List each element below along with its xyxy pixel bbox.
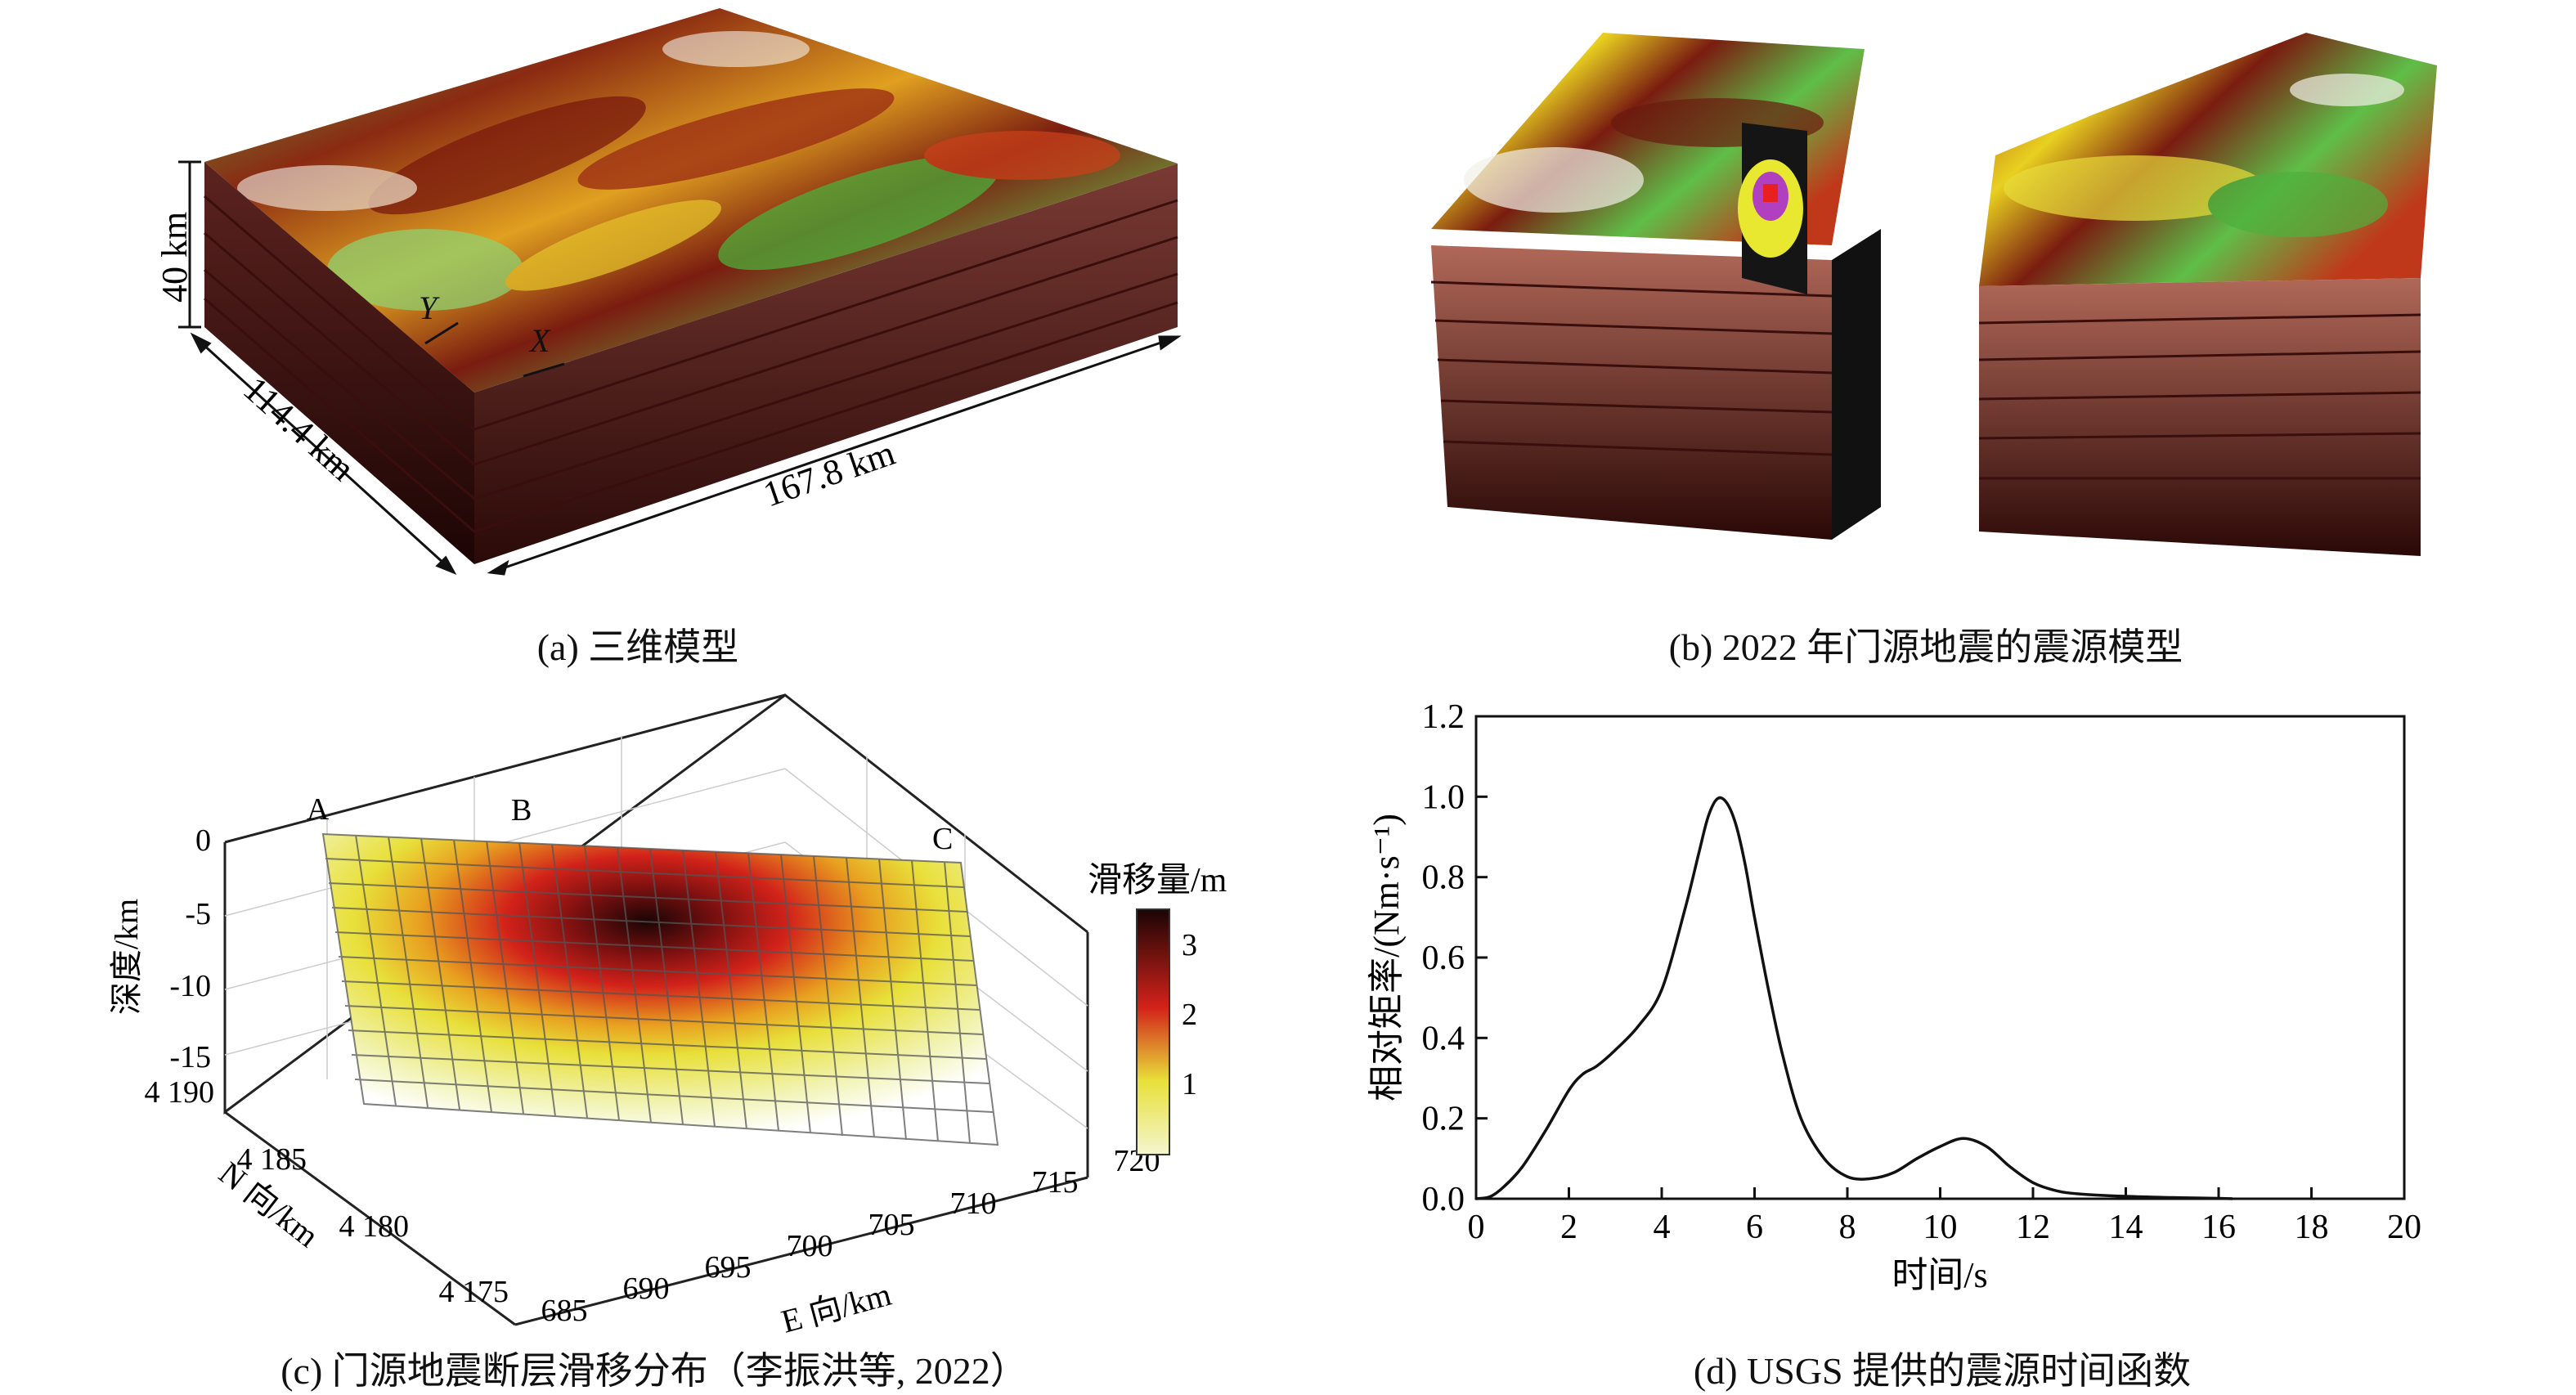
x-tick-label: 4: [1654, 1209, 1671, 1246]
x-ticks: 0 2 4 6 8 10 12 14 16 18 20: [1468, 1187, 2421, 1246]
cut-wall: [1832, 229, 1881, 540]
series-line: [1475, 796, 2233, 1200]
right-block-top: [1979, 33, 2437, 286]
slip-patch-red: [1763, 184, 1778, 202]
x-axis-label: 时间/s: [1892, 1255, 1987, 1295]
layer-lines: [204, 195, 1178, 533]
layer-lines-b: [1430, 280, 2421, 480]
y-tick-label: 1.0: [1422, 778, 1465, 816]
x-tick-label: 16: [2201, 1209, 2236, 1246]
point-c-label: C: [932, 822, 953, 856]
colorbar-title: 滑移量/m: [1088, 862, 1227, 899]
e-axis: 685 690 695 700 705 710 715 720: [541, 1144, 1160, 1328]
x-tick-label: 12: [2016, 1209, 2050, 1246]
dim-depth-label: 40 km: [155, 212, 195, 303]
point-b-label: B: [511, 793, 532, 828]
x-tick-label: 14: [2109, 1209, 2143, 1246]
e-tick: 685: [541, 1294, 588, 1328]
e-tick: 690: [623, 1272, 670, 1306]
x-tick-label: 0: [1468, 1209, 1485, 1246]
panel-b: (b) 2022 年门源地震的震源模型: [1276, 0, 2576, 671]
fault-plane-surface: [323, 834, 998, 1145]
y-tick-label: 1.2: [1422, 698, 1465, 736]
y-tick-label: 0.4: [1422, 1020, 1465, 1057]
model-front-face: [474, 164, 1178, 564]
local-axes: [424, 321, 565, 378]
colorbar-tick: 3: [1182, 928, 1197, 962]
x-tick-label: 20: [2387, 1209, 2421, 1246]
axis-x-label: X: [528, 322, 551, 359]
z-tick: 0: [195, 823, 211, 858]
e-axis-label: E 向/km: [778, 1276, 895, 1340]
terrain-texture: [237, 31, 1120, 311]
e-tick: 700: [787, 1229, 833, 1263]
y-tick-label: 0.0: [1422, 1181, 1465, 1218]
dimension-lines: [178, 160, 1182, 576]
n-axis: 4 190 4 185 4 180 4 175: [145, 1075, 509, 1309]
y-tick-label: 0.2: [1422, 1101, 1465, 1138]
n-tick: 4 190: [145, 1075, 215, 1110]
panel-a: 40 km 114.4 km 167.8 km Y X (a) 三维模型: [0, 0, 1276, 671]
panel-d: 0.0 0.2 0.4 0.6 0.8 1.0 1.2 0 2 4 6 8 10 12 14 16 18 20 …: [1308, 687, 2576, 1393]
z-tick: -5: [185, 897, 211, 931]
n-tick: 4 180: [339, 1209, 410, 1244]
colorbar-ticks: 3 2 1: [1182, 928, 1197, 1101]
panel-b-caption: (b) 2022 年门源地震的震源模型: [1668, 626, 2183, 668]
left-block-front: [1431, 245, 1832, 540]
colorbar-tick: 2: [1182, 998, 1197, 1032]
x-tick-label: 6: [1746, 1209, 1763, 1246]
model-left-face: [204, 162, 474, 564]
point-a-label: A: [307, 792, 330, 827]
axes-box: [223, 693, 1089, 1326]
panel-d-chart: 0.00.20.40.60.81.01.2 0 2 4 6 8 10 12 14 16 18 20 …: [1367, 698, 2421, 1295]
y-ticks: 0.0 0.2 0.4 0.6 0.8 1.0 1.2: [1422, 698, 1488, 1218]
y-tick-label: 0.6: [1422, 940, 1465, 977]
panel-d-caption: (d) USGS 提供的震源时间函数: [1693, 1350, 2192, 1392]
e-tick: 710: [950, 1186, 997, 1221]
z-tick: -15: [169, 1040, 211, 1074]
panel-c: A B C 0 -5 -10 -15 深度/km 4 190 4 185 4 1…: [0, 687, 1308, 1393]
n-tick: 4 175: [439, 1275, 509, 1309]
terrain-texture-b: [1464, 74, 2404, 237]
panel-a-caption: (a) 三维模型: [536, 626, 739, 668]
e-tick: 705: [868, 1208, 915, 1242]
panel-c-caption: (c) 门源地震断层滑移分布（李振洪等, 2022）: [280, 1350, 1028, 1392]
x-tick-label: 10: [1923, 1209, 1958, 1246]
panel-c-slip-plot: A B C 0 -5 -10 -15 深度/km 4 190 4 185 4 1…: [108, 693, 1227, 1340]
right-block-front: [1979, 278, 2421, 556]
y-axis-label: 相对矩率/(Nm·s⁻¹): [1367, 814, 1407, 1101]
z-tick: -10: [169, 969, 211, 1003]
z-axis: 0 -5 -10 -15: [169, 823, 211, 1074]
plot-frame: [1474, 715, 2406, 1200]
y-tick-label: 0.8: [1422, 859, 1465, 897]
e-tick: 695: [705, 1250, 752, 1285]
panel-a-3d-model: 40 km 114.4 km 167.8 km Y X: [155, 8, 1182, 576]
z-axis-label: 深度/km: [108, 899, 145, 1015]
colorbar: [1136, 908, 1170, 1155]
fault-mesh: [321, 832, 999, 1146]
e-tick: 715: [1032, 1165, 1079, 1200]
x-tick-label: 2: [1560, 1209, 1577, 1246]
x-tick-label: 8: [1839, 1209, 1856, 1246]
axis-y-label: Y: [419, 289, 440, 326]
colorbar-tick: 1: [1182, 1067, 1197, 1101]
x-tick-label: 18: [2295, 1209, 2329, 1246]
n-tick: 4 185: [237, 1142, 307, 1177]
panel-b-source-model: [1430, 33, 2437, 556]
